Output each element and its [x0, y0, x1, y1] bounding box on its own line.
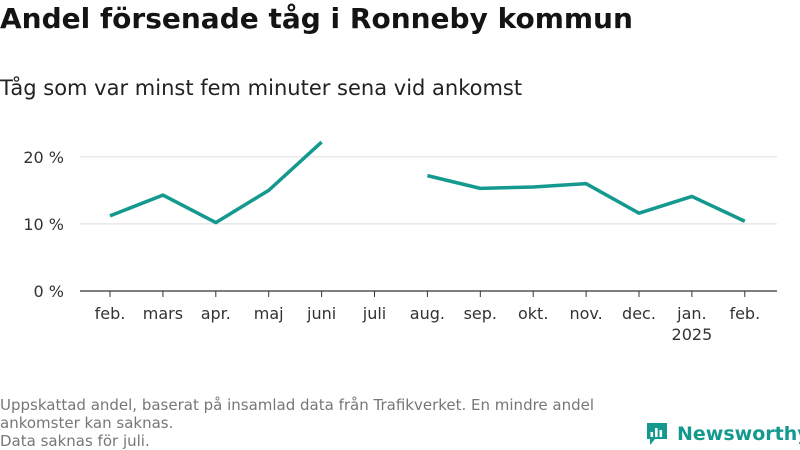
- x-tick-label: juli: [362, 304, 386, 323]
- x-tick-sublabel: 2025: [672, 325, 713, 344]
- x-tick-label: sep.: [464, 304, 497, 323]
- x-tick-label: aug.: [410, 304, 445, 323]
- y-tick-label: 10 %: [23, 215, 64, 234]
- x-tick-label: feb.: [95, 304, 126, 323]
- series-line: [426, 173, 746, 223]
- x-tick-label: dec.: [622, 304, 656, 323]
- newsworthy-logo-icon: [647, 423, 667, 445]
- x-tick-label: nov.: [569, 304, 602, 323]
- series-line: [109, 140, 323, 225]
- footnote-source: Uppskattad andel, baserat på insamlad da…: [0, 396, 595, 432]
- brand-name: Newsworthy: [677, 423, 800, 445]
- footnote: Uppskattad andel, baserat på insamlad da…: [0, 396, 640, 450]
- y-tick-label: 0 %: [34, 282, 64, 301]
- y-tick-label: 20 %: [23, 148, 64, 167]
- x-tick-label: feb.: [729, 304, 760, 323]
- chart-subtitle: Tåg som var minst fem minuter sena vid a…: [0, 76, 523, 100]
- x-tick-label: maj: [254, 304, 284, 323]
- x-tick-label: juni: [306, 304, 336, 323]
- chart-title: Andel försenade tåg i Ronneby kommun: [0, 2, 633, 35]
- brand-logo: Newsworthy: [645, 421, 800, 447]
- x-tick-label: mars: [143, 304, 183, 323]
- footnote-missing-data: Data saknas för juli.: [0, 432, 150, 450]
- x-tick-label: jan.: [676, 304, 706, 323]
- x-tick-label: okt.: [518, 304, 548, 323]
- x-tick-label: apr.: [201, 304, 231, 323]
